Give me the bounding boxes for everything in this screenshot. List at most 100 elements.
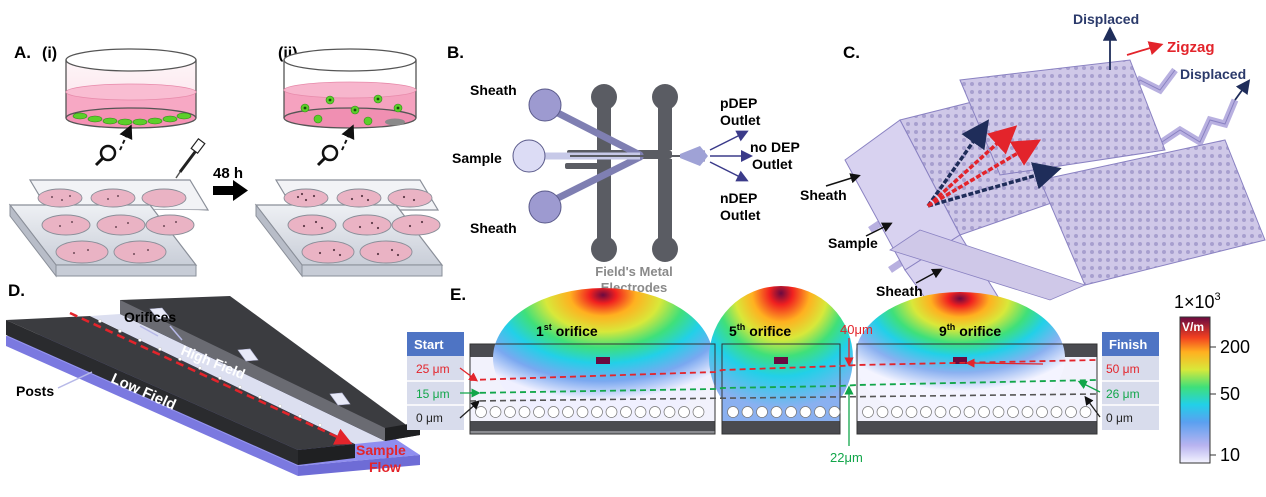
post-circle <box>727 406 739 418</box>
b-sheath-bottom-label: Sheath <box>470 220 517 236</box>
post-circle <box>605 406 618 418</box>
e-right-50: 50 μm <box>1106 362 1140 376</box>
e-right-26: 26 μm <box>1106 387 1140 401</box>
post-circle <box>814 406 826 418</box>
d-orifices-label: Orifices <box>124 309 176 325</box>
electrodes-label-line1: Field's Metal <box>595 264 673 279</box>
post-circle <box>475 406 487 418</box>
c-sheath-bottom-label: Sheath <box>876 283 923 299</box>
post-circle <box>920 406 932 418</box>
post-circle <box>1065 406 1077 418</box>
sheath-inlet-top <box>528 88 562 122</box>
colorbar-unit: V/m <box>1182 320 1204 334</box>
e-top-40: 40μm <box>840 322 873 337</box>
well-plate-after <box>254 179 444 278</box>
post-circle <box>741 406 754 418</box>
post-circle <box>1021 406 1034 418</box>
orifice-9-title: 9th orifice <box>939 322 1001 339</box>
panel-e: E. Start 25 μm 15 μm 0 μm Finish 50 μm 2… <box>407 285 1159 465</box>
post-circle <box>678 406 690 418</box>
e-left-25: 25 μm <box>416 362 450 376</box>
post-circle <box>862 406 874 418</box>
post-circle <box>1079 406 1092 418</box>
post-circle <box>634 406 647 418</box>
nodep-outlet-line1: no DEP <box>750 139 800 155</box>
post-circle <box>934 406 947 418</box>
colorbar: 1×103 V/m 200 50 10 <box>1174 291 1250 465</box>
metal-electrodes <box>565 84 678 262</box>
colorbar-tick-10: 10 <box>1220 445 1240 465</box>
post-circle <box>891 406 903 418</box>
cells-in-suspension <box>300 94 405 126</box>
pdep-outlet-line1: pDEP <box>720 95 757 111</box>
e-bottom-22: 22μm <box>830 450 863 465</box>
well-plate-before <box>8 179 210 278</box>
petri-dish-after <box>283 48 417 129</box>
post-circle <box>978 406 990 418</box>
magnifier-icon <box>316 144 339 167</box>
post-circle <box>533 406 545 418</box>
e-right-0: 0 μm <box>1106 411 1133 425</box>
post-circle <box>649 406 661 418</box>
post-circle <box>489 406 502 418</box>
post-circle <box>562 406 574 418</box>
pdep-outlet-line2: Outlet <box>720 112 761 128</box>
incubation-time: 48 h <box>213 165 243 182</box>
d-posts-label: Posts <box>16 383 54 399</box>
post-circle <box>576 406 589 418</box>
panel-a-label: A. <box>14 43 31 62</box>
post-circle <box>504 406 516 418</box>
c-displaced-top-label: Displaced <box>1073 11 1139 27</box>
panel-c-label: C. <box>843 43 860 62</box>
start-header <box>407 332 464 356</box>
orifice-1-title: 1st orifice <box>536 322 598 339</box>
post-row <box>475 406 1092 418</box>
colorbar-scale <box>1179 316 1211 464</box>
displaced-trajectories <box>926 119 1062 208</box>
d-sample-flow-line1: Sample <box>356 442 406 458</box>
e-left-15: 15 μm <box>416 387 450 401</box>
colorbar-tick-50: 50 <box>1220 384 1240 404</box>
c-zigzag-label: Zigzag <box>1167 39 1215 56</box>
colorbar-tick-200: 200 <box>1220 337 1250 357</box>
b-sample-label: Sample <box>452 150 502 166</box>
arrow-right-icon <box>213 180 248 201</box>
orifice-5-title: 5th orifice <box>729 322 791 339</box>
post-circle <box>905 406 918 418</box>
panel-a: A. (i) (ii) <box>8 43 444 278</box>
ndep-outlet-line1: nDEP <box>720 190 757 206</box>
post-circle <box>756 406 768 418</box>
sheath-inlet-bottom <box>528 190 562 224</box>
post-circle <box>518 406 531 418</box>
panel-c: C. <box>800 11 1266 331</box>
pipette-icon <box>173 137 206 183</box>
post-circle <box>1050 406 1063 418</box>
inlet-channels <box>535 106 708 205</box>
sample-inlet <box>512 139 546 173</box>
post-array-right <box>1039 139 1266 286</box>
post-circle <box>963 406 976 418</box>
petri-dish-before <box>65 48 197 129</box>
panel-b: B. Sheath S <box>447 43 800 295</box>
post-circle <box>692 406 705 418</box>
zigzag-trajectories <box>926 125 1042 208</box>
c-sheath-top-label: Sheath <box>800 187 847 203</box>
post-circle <box>992 406 1005 418</box>
post-circle <box>828 406 841 418</box>
magnifier-icon <box>94 144 117 167</box>
post-circle <box>770 406 783 418</box>
post-circle <box>785 406 797 418</box>
post-circle <box>876 406 889 418</box>
panel-e-label: E. <box>450 285 466 304</box>
post-circle <box>620 406 632 418</box>
finish-header <box>1102 332 1159 356</box>
colorbar-multiplier: 1×103 <box>1174 291 1221 312</box>
post-circle <box>1036 406 1048 418</box>
panel-a-sub-i: (i) <box>42 45 57 62</box>
panel-d-label: D. <box>8 281 25 300</box>
e-left-0: 0 μm <box>416 411 443 425</box>
start-label: Start <box>414 337 444 352</box>
ndep-outlet-line2: Outlet <box>720 207 761 223</box>
post-circle <box>949 406 961 418</box>
